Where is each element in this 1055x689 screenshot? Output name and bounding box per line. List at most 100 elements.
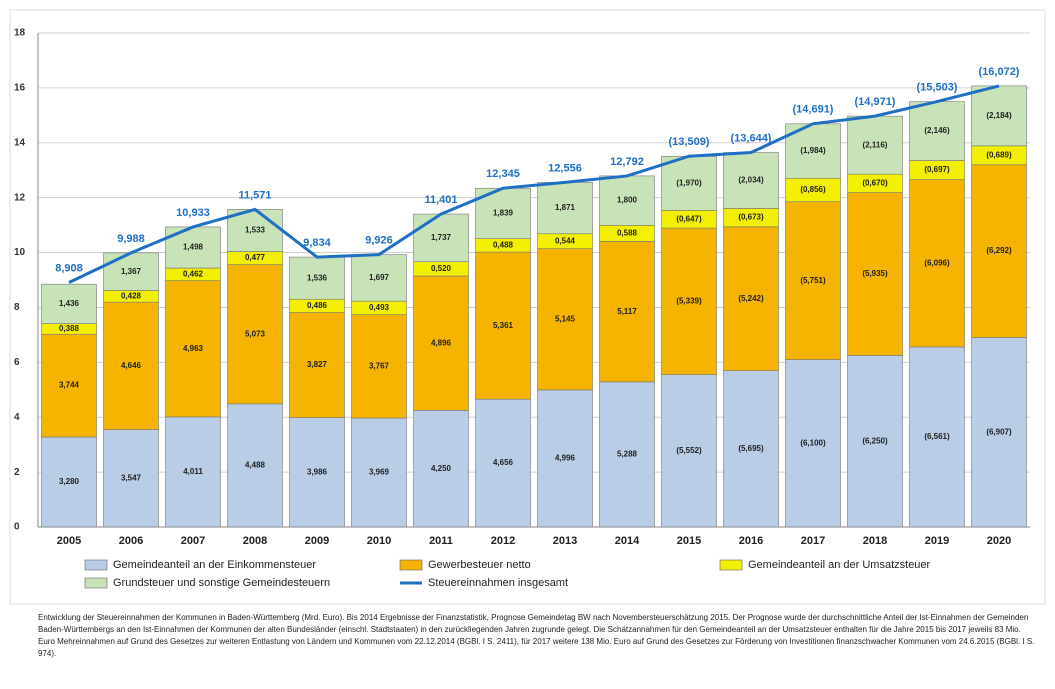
data-label: 3,986 — [307, 467, 328, 476]
data-label: (6,561) — [924, 432, 950, 441]
data-label: 1,536 — [307, 273, 328, 282]
bar-segment — [537, 389, 593, 528]
bar-segment — [413, 213, 469, 263]
line-label: 9,926 — [365, 234, 393, 246]
bar-segment — [165, 280, 221, 418]
bar-segment — [103, 252, 159, 291]
data-label: 5,288 — [617, 450, 638, 459]
data-label: 0,488 — [493, 241, 514, 250]
data-label: 5,073 — [245, 329, 266, 338]
bar-segment — [723, 152, 779, 209]
bar-segment — [847, 355, 903, 528]
frame — [9, 9, 1046, 605]
x-tick-label: 2017 — [801, 535, 825, 547]
data-label: (6,096) — [924, 258, 950, 267]
x-tick-label: 2020 — [987, 535, 1011, 547]
bar-segment — [351, 314, 407, 419]
bar-segment — [413, 410, 469, 528]
bar-segment — [475, 398, 531, 528]
bar-segment — [103, 429, 159, 528]
data-label: (5,339) — [676, 296, 702, 305]
line-label: 10,933 — [176, 207, 210, 219]
bar-segment — [227, 403, 283, 528]
bar-segment — [289, 417, 345, 528]
bar-segment — [227, 209, 283, 252]
x-tick-label: 2010 — [367, 535, 391, 547]
data-label: 0,462 — [183, 269, 204, 278]
x-tick-label: 2006 — [119, 535, 143, 547]
footnote: Entwicklung der Steuereinnahmen der Komm… — [38, 613, 1035, 658]
line-label: 12,345 — [486, 168, 520, 180]
data-label: 5,361 — [493, 321, 514, 330]
y-tick-label: 14 — [14, 137, 26, 148]
line-label: 9,988 — [117, 233, 145, 245]
x-tick-label: 2007 — [181, 535, 205, 547]
bar-segment — [413, 275, 469, 411]
data-label: (0,670) — [862, 179, 888, 188]
data-label: 1,800 — [617, 196, 638, 205]
bar-segment — [971, 85, 1027, 147]
line-label: 11,401 — [424, 194, 457, 206]
data-label: 0,477 — [245, 253, 266, 262]
x-tick-label: 2019 — [925, 535, 949, 547]
y-tick-label: 2 — [14, 467, 20, 478]
data-label: (5,552) — [676, 446, 702, 455]
y-tick-label: 16 — [14, 83, 26, 94]
data-label: (5,242) — [738, 294, 764, 303]
legend-swatch — [84, 577, 108, 589]
line-label: (13,509) — [669, 136, 710, 148]
legend-label: Steuereinnahmen insgesamt — [428, 577, 568, 589]
total-line — [68, 84, 1000, 284]
legend-swatch — [399, 559, 423, 571]
x-tick-label: 2012 — [491, 535, 515, 547]
data-label: 4,656 — [493, 458, 514, 467]
bar-segment — [537, 248, 593, 391]
bar-segment — [103, 301, 159, 430]
data-label: 4,250 — [431, 464, 452, 473]
data-label: (0,856) — [800, 185, 826, 194]
x-tick-label: 2005 — [57, 535, 81, 547]
x-tick-label: 2015 — [677, 535, 701, 547]
bar-segment — [723, 226, 779, 372]
legend-label: Gemeindeanteil an der Einkommensteuer — [113, 559, 316, 571]
data-label: (5,695) — [738, 444, 764, 453]
data-label: (2,034) — [738, 176, 764, 185]
x-tick-label: 2013 — [553, 535, 577, 547]
x-tick-label: 2014 — [615, 535, 640, 547]
bar-segment — [475, 251, 531, 400]
legend-label: Gewerbesteuer netto — [428, 559, 531, 571]
data-label: (0,647) — [676, 214, 702, 223]
y-tick-label: 18 — [14, 28, 26, 39]
bar-segment — [165, 416, 221, 528]
data-label: 4,011 — [183, 467, 203, 476]
data-label: (5,751) — [800, 276, 826, 285]
data-label: 4,646 — [121, 361, 142, 370]
data-label: 0,428 — [121, 291, 142, 300]
bar-segment — [41, 436, 97, 528]
line-label: 9,834 — [303, 237, 331, 249]
bar-segment — [289, 256, 345, 300]
data-label: 5,145 — [555, 314, 576, 323]
data-label: 3,744 — [59, 381, 80, 390]
bar-segment — [289, 312, 345, 418]
x-tick-label: 2018 — [863, 535, 887, 547]
bar-segment — [847, 192, 903, 356]
data-label: (0,673) — [738, 213, 764, 222]
data-label: (1,970) — [676, 178, 702, 187]
bar-segment — [971, 164, 1027, 338]
bar-segment — [661, 374, 717, 528]
data-label: 1,839 — [493, 209, 514, 218]
bar-segment — [537, 182, 593, 235]
bar-segment — [971, 337, 1027, 528]
data-label: (2,146) — [924, 126, 950, 135]
x-tick-label: 2011 — [429, 535, 453, 547]
bar-segment — [909, 179, 965, 348]
bar-segment — [909, 101, 965, 161]
line-label: (13,644) — [731, 132, 772, 144]
data-label: 1,367 — [121, 267, 142, 276]
data-label: (1,984) — [800, 146, 826, 155]
line-label: (15,503) — [917, 81, 958, 93]
data-label: (6,250) — [862, 436, 888, 445]
y-tick-label: 6 — [14, 357, 20, 368]
data-label: 4,896 — [431, 338, 452, 347]
